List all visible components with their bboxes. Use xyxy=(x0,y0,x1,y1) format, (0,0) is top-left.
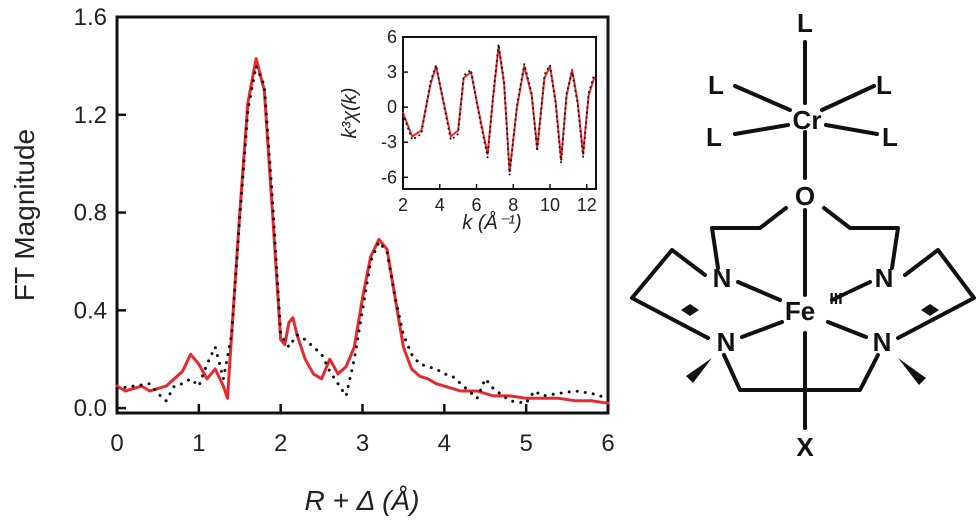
inset-x-axis-title: k (Å⁻¹) xyxy=(462,211,521,234)
macrocycle-bottom xyxy=(722,353,880,392)
n-fe-bond-ur xyxy=(830,280,872,302)
inset-chart: 2 4 6 8 10 12 6 3 0 -3 -6 k (Å⁻¹) k³χ(k) xyxy=(339,27,597,234)
cr-bond-upper-left xyxy=(733,84,792,112)
main-x-tick-label: 3 xyxy=(356,430,369,457)
ligand-label-upper-right: L xyxy=(876,70,892,100)
main-series-group xyxy=(115,57,610,405)
oxidation-state-label: III xyxy=(829,291,842,308)
inset-x-tick-label: 4 xyxy=(435,195,445,215)
methyl-wedge-left xyxy=(686,358,712,383)
main-x-axis-title: R + Δ (Å) xyxy=(305,485,420,516)
methyl-wedge-right xyxy=(898,358,926,385)
n-fe-bond-ul xyxy=(736,280,782,302)
nitrogen-label-ul: N xyxy=(713,263,732,293)
inset-x-tick-label: 2 xyxy=(398,195,408,215)
hashed-bond-left xyxy=(681,304,699,316)
main-y-tick-label: 0.8 xyxy=(74,200,107,227)
n-fe-bond-lr xyxy=(826,320,868,339)
main-y-ticks: 0.0 0.4 0.8 1.2 1.6 xyxy=(74,4,126,422)
main-y-tick-label: 1.2 xyxy=(74,102,107,129)
cr-bond-lower-right xyxy=(824,123,879,136)
main-x-tick-label: 6 xyxy=(601,430,614,457)
inset-series-group xyxy=(402,43,596,176)
inset-x-tick-label: 8 xyxy=(508,195,518,215)
hashed-bond-right xyxy=(921,304,939,316)
nitrogen-label-lr: N xyxy=(873,327,892,357)
inset-x-tick-label: 12 xyxy=(577,195,597,215)
main-x-tick-label: 4 xyxy=(438,430,451,457)
chemical-structure: L L L L L Cr O N N N N Fe III X xyxy=(630,8,976,462)
cr-bond-lower-left xyxy=(733,123,790,136)
iron-label: Fe xyxy=(785,296,815,326)
main-x-tick-label: 0 xyxy=(110,430,123,457)
oxygen-label: O xyxy=(795,181,815,211)
inset-series-dotted xyxy=(402,43,596,176)
macrocycle-top-right xyxy=(822,206,900,270)
inset-y-tick-label: 6 xyxy=(387,27,397,47)
inset-y-ticks: 6 3 0 -3 -6 xyxy=(381,27,408,187)
chromium-label: Cr xyxy=(793,105,822,135)
main-series-dotted xyxy=(115,64,610,405)
macrocycle-top-left xyxy=(710,206,788,270)
inset-x-ticks: 2 4 6 8 10 12 xyxy=(398,184,597,215)
main-x-ticks: 0 1 2 3 4 5 6 xyxy=(110,404,615,457)
main-series-solid xyxy=(115,57,610,405)
axial-ligand-label: X xyxy=(796,432,814,462)
inset-y-axis-title: k³χ(k) xyxy=(339,88,361,139)
n-fe-bond-ll xyxy=(740,320,784,339)
right-propyl-bridge xyxy=(896,248,976,340)
left-propyl-bridge xyxy=(630,248,710,340)
ligand-label-upper-left: L xyxy=(708,70,724,100)
main-y-tick-label: 0.0 xyxy=(74,395,107,422)
inset-y-tick-label: 0 xyxy=(387,97,397,117)
main-x-tick-label: 5 xyxy=(519,430,532,457)
main-x-tick-label: 2 xyxy=(274,430,287,457)
main-y-tick-label: 0.4 xyxy=(74,297,107,324)
inset-x-tick-label: 6 xyxy=(472,195,482,215)
inset-y-tick-label: -3 xyxy=(381,132,397,152)
ligand-label-lower-left: L xyxy=(706,122,722,152)
ligand-label-lower-right: L xyxy=(882,122,898,152)
inset-y-tick-label: -6 xyxy=(381,167,397,187)
main-y-tick-label: 1.6 xyxy=(74,4,107,31)
ligand-label-top: L xyxy=(797,8,813,38)
inset-plot-frame xyxy=(402,36,597,190)
inset-x-tick-label: 10 xyxy=(540,195,560,215)
nitrogen-label-ll: N xyxy=(717,327,736,357)
main-y-axis-title: FT Magnitude xyxy=(9,129,40,301)
nitrogen-label-ur: N xyxy=(875,263,894,293)
main-x-tick-label: 1 xyxy=(192,430,205,457)
cr-bond-upper-right xyxy=(820,84,876,112)
inset-y-tick-label: 3 xyxy=(387,62,397,82)
